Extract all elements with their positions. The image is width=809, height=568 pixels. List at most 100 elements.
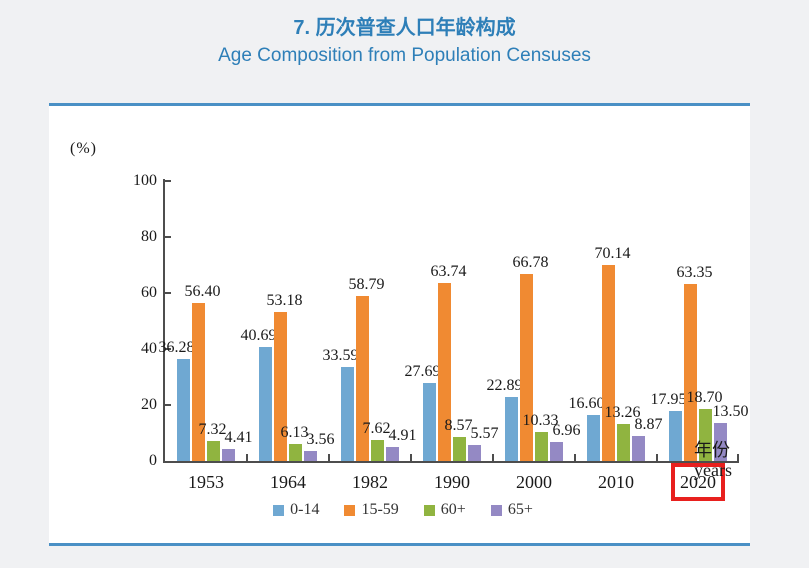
x-tick-mark bbox=[492, 454, 494, 461]
bar-65+-2010 bbox=[632, 436, 645, 461]
legend-swatch-0-14 bbox=[273, 504, 285, 516]
bar-value-label: 13.50 bbox=[712, 403, 749, 421]
bar-60+-2000 bbox=[535, 432, 548, 461]
bar-65+-2000 bbox=[550, 441, 563, 461]
bar-value-label: 17.95 bbox=[650, 390, 687, 408]
bar-value-label: 7.62 bbox=[362, 419, 391, 437]
bar-0-14-2010 bbox=[587, 414, 600, 461]
chart-legend: 0-14 15-59 60+ 65+ bbox=[116, 501, 690, 519]
bar-value-label: 66.78 bbox=[512, 254, 549, 272]
bar-65+-1982 bbox=[386, 447, 399, 461]
legend-label: 15-59 bbox=[361, 501, 399, 518]
bar-60+-2010 bbox=[617, 423, 630, 461]
legend-label: 60+ bbox=[440, 501, 466, 518]
legend-swatch-65+ bbox=[490, 504, 502, 516]
bar-15-59-2000 bbox=[520, 274, 533, 461]
bar-value-label: 27.69 bbox=[404, 363, 441, 381]
x-axis-category-label: 1990 bbox=[434, 472, 470, 492]
bar-15-59-1953 bbox=[192, 303, 205, 461]
bar-value-label: 4.41 bbox=[224, 428, 253, 446]
bar-value-label: 36.28 bbox=[158, 339, 195, 357]
bar-value-label: 63.74 bbox=[430, 262, 467, 280]
bar-0-14-1990 bbox=[423, 383, 436, 461]
bar-15-59-1964 bbox=[274, 312, 287, 461]
y-axis-line bbox=[163, 179, 165, 463]
y-axis-tick-label: 0 bbox=[149, 452, 157, 469]
bar-0-14-1953 bbox=[177, 359, 190, 461]
y-axis-tick-label: 40 bbox=[141, 340, 157, 357]
y-tick-mark bbox=[165, 292, 171, 294]
bar-value-label: 6.13 bbox=[280, 423, 309, 441]
x-axis-title: 年份 years bbox=[694, 440, 732, 480]
y-tick-mark bbox=[165, 236, 171, 238]
bar-65+-1990 bbox=[468, 445, 481, 461]
y-tick-mark bbox=[165, 348, 171, 350]
x-axis-category-label: 1953 bbox=[188, 472, 224, 492]
bar-65+-2020 bbox=[714, 423, 727, 461]
x-axis-category-label: 2020 bbox=[680, 472, 716, 492]
bar-value-label: 70.14 bbox=[594, 244, 631, 262]
x-tick-mark bbox=[656, 454, 658, 461]
y-axis-unit-label: (%) bbox=[70, 140, 97, 157]
y-axis-tick-label: 60 bbox=[141, 284, 157, 301]
x-tick-mark bbox=[737, 454, 739, 461]
x-tick-mark bbox=[246, 454, 248, 461]
x-axis-category-label: 1964 bbox=[270, 472, 306, 492]
bar-15-59-2010 bbox=[602, 264, 615, 461]
legend-item-15-59: 15-59 bbox=[344, 501, 399, 519]
legend-item-0-14: 0-14 bbox=[273, 501, 319, 519]
bar-value-label: 63.35 bbox=[676, 263, 713, 281]
legend-label: 65+ bbox=[507, 501, 533, 518]
bar-value-label: 5.57 bbox=[470, 425, 499, 443]
legend-label: 0-14 bbox=[290, 501, 320, 518]
bar-value-label: 4.91 bbox=[388, 427, 417, 445]
bar-60+-1964 bbox=[289, 443, 302, 461]
bar-value-label: 33.59 bbox=[322, 346, 359, 364]
bar-value-label: 40.69 bbox=[240, 327, 277, 345]
bar-65+-1964 bbox=[304, 451, 317, 461]
y-tick-mark bbox=[165, 180, 171, 182]
x-axis-category-label: 1982 bbox=[352, 472, 388, 492]
bar-60+-1953 bbox=[207, 440, 220, 461]
bar-value-label: 7.32 bbox=[198, 420, 227, 438]
y-axis-tick-label: 80 bbox=[141, 228, 157, 245]
bar-60+-1982 bbox=[371, 439, 384, 461]
bar-15-59-1982 bbox=[356, 296, 369, 461]
bar-0-14-1982 bbox=[341, 366, 354, 461]
bar-value-label: 53.18 bbox=[266, 292, 303, 310]
bar-value-label: 3.56 bbox=[306, 431, 335, 449]
legend-swatch-15-59 bbox=[344, 504, 356, 516]
x-axis-line bbox=[163, 461, 739, 463]
y-tick-mark bbox=[165, 404, 171, 406]
bar-15-59-2020 bbox=[684, 283, 697, 461]
bar-value-label: 8.87 bbox=[634, 416, 663, 434]
chart-title-chinese: 7. 历次普查人口年龄构成 bbox=[293, 17, 516, 39]
chart-title-english: Age Composition from Population Censuses bbox=[218, 45, 591, 66]
bar-value-label: 56.40 bbox=[184, 283, 221, 301]
legend-item-60+: 60+ bbox=[423, 501, 466, 519]
x-tick-mark bbox=[410, 454, 412, 461]
bar-65+-1953 bbox=[222, 448, 235, 461]
highlight-box-2020 bbox=[671, 463, 725, 501]
bar-value-label: 58.79 bbox=[348, 276, 385, 294]
x-axis-title-chinese: 年份 bbox=[694, 440, 730, 460]
legend-swatch-60+ bbox=[423, 504, 435, 516]
x-axis-category-label: 2010 bbox=[598, 472, 634, 492]
x-tick-mark bbox=[574, 454, 576, 461]
x-axis-title-english: years bbox=[694, 460, 732, 480]
bar-value-label: 13.26 bbox=[604, 403, 641, 421]
y-axis-tick-label: 20 bbox=[141, 396, 157, 413]
x-axis-category-label: 2000 bbox=[516, 472, 552, 492]
bar-value-label: 22.89 bbox=[486, 376, 523, 394]
bar-0-14-2020 bbox=[669, 410, 682, 461]
legend-item-65+: 65+ bbox=[490, 501, 533, 519]
bar-60+-2020 bbox=[699, 408, 712, 461]
bar-value-label: 10.33 bbox=[522, 412, 559, 430]
bar-value-label: 16.60 bbox=[568, 394, 605, 412]
bar-value-label: 8.57 bbox=[444, 417, 473, 434]
bar-value-label: 18.70 bbox=[686, 388, 723, 406]
x-tick-mark bbox=[328, 454, 330, 461]
bar-chart-plot: 0 20 40 60 80 100 36.28 56.40 7.32 4.41 1953 40.69 5… bbox=[133, 172, 749, 501]
y-axis-tick-label: 100 bbox=[133, 172, 157, 189]
